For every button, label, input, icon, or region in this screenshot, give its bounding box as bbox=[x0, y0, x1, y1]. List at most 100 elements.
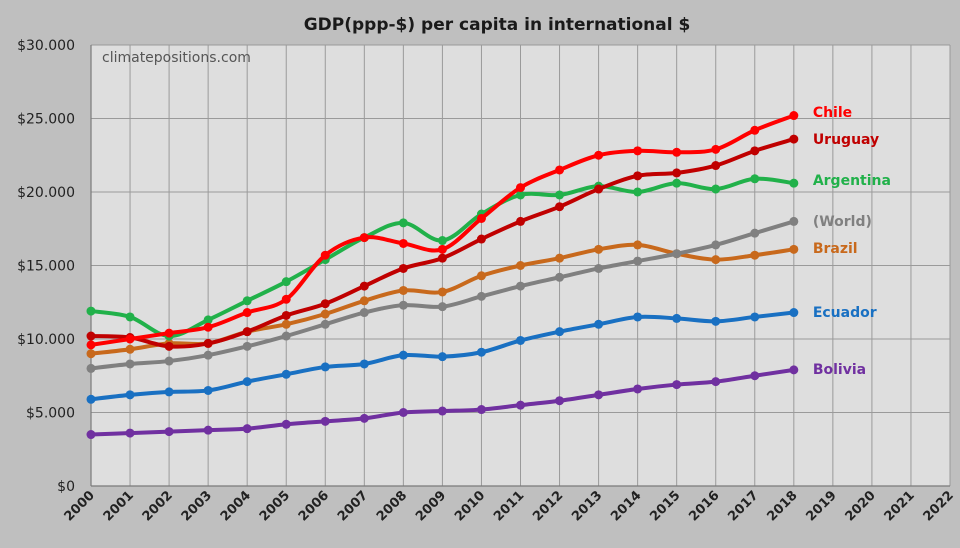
data-point-uruguay bbox=[359, 281, 369, 291]
series-label-brazil: Brazil bbox=[813, 241, 858, 257]
data-point-chile bbox=[359, 233, 369, 243]
series-argentina bbox=[86, 174, 799, 341]
data-point-bolivia bbox=[242, 424, 252, 434]
series-uruguay bbox=[86, 134, 799, 351]
data-point-chile bbox=[437, 244, 447, 254]
data-point-uruguay bbox=[789, 134, 799, 144]
data-point-uruguay bbox=[594, 184, 604, 194]
data-point-argentina bbox=[398, 218, 408, 228]
data-point-world bbox=[789, 216, 799, 226]
data-point-argentina bbox=[281, 277, 291, 287]
data-point-brazil bbox=[789, 244, 799, 254]
data-point-brazil bbox=[437, 287, 447, 297]
data-point-ecuador bbox=[86, 394, 96, 404]
axes bbox=[90, 45, 950, 487]
data-point-ecuador bbox=[555, 327, 565, 337]
data-point-ecuador bbox=[203, 385, 213, 395]
data-point-brazil bbox=[555, 253, 565, 263]
data-point-world bbox=[242, 341, 252, 351]
data-point-ecuador bbox=[320, 362, 330, 372]
data-point-bolivia bbox=[125, 428, 135, 438]
data-point-uruguay bbox=[320, 299, 330, 309]
data-point-chile bbox=[125, 334, 135, 344]
data-point-world bbox=[672, 249, 682, 259]
chart-title: GDP(ppp-$) per capita in international $ bbox=[304, 15, 691, 35]
data-point-world bbox=[86, 363, 96, 373]
data-point-chile bbox=[203, 322, 213, 332]
data-point-uruguay bbox=[437, 253, 447, 263]
data-point-world bbox=[398, 300, 408, 310]
data-point-ecuador bbox=[750, 312, 760, 322]
data-point-ecuador bbox=[516, 335, 525, 345]
y-tick-label: $20.000 bbox=[17, 185, 75, 201]
data-point-world bbox=[711, 240, 721, 250]
series-labels: Chile Uruguay Argentina (World) Brazil Ecuado… bbox=[813, 105, 891, 378]
data-point-ecuador bbox=[242, 377, 252, 387]
y-tick-label: $30.000 bbox=[17, 38, 75, 54]
series-label-bolivia: Bolivia bbox=[813, 362, 866, 378]
data-point-bolivia bbox=[711, 377, 721, 387]
data-point-world bbox=[164, 356, 174, 366]
data-point-world bbox=[633, 256, 643, 266]
data-point-world bbox=[555, 272, 565, 282]
data-point-bolivia bbox=[320, 416, 330, 426]
data-point-ecuador bbox=[672, 313, 682, 323]
data-point-ecuador bbox=[125, 390, 135, 400]
data-point-chile bbox=[750, 125, 760, 135]
data-point-bolivia bbox=[86, 430, 96, 440]
data-point-bolivia bbox=[594, 390, 604, 400]
data-point-chile bbox=[789, 111, 799, 121]
data-point-uruguay bbox=[672, 168, 682, 178]
watermark-text: climatepositions.com bbox=[102, 50, 251, 66]
data-point-ecuador bbox=[281, 369, 291, 379]
data-point-world bbox=[437, 302, 447, 312]
data-point-chile bbox=[86, 340, 96, 350]
data-point-uruguay bbox=[203, 338, 213, 348]
data-point-argentina bbox=[242, 296, 252, 306]
data-point-chile bbox=[164, 328, 174, 338]
data-point-brazil bbox=[516, 261, 525, 270]
data-point-ecuador bbox=[711, 316, 721, 326]
data-point-ecuador bbox=[398, 350, 408, 360]
data-point-bolivia bbox=[359, 413, 369, 423]
data-point-world bbox=[281, 331, 291, 341]
data-point-world bbox=[203, 350, 213, 360]
data-point-argentina bbox=[750, 174, 760, 184]
data-point-ecuador bbox=[789, 308, 799, 318]
data-point-argentina bbox=[86, 306, 96, 316]
y-tick-label: $15.000 bbox=[17, 259, 75, 275]
y-axis-ticks: $0 $5.000 $10.000 $15.000 $20.000 $25.000 $30.… bbox=[17, 38, 75, 495]
data-point-argentina bbox=[125, 312, 135, 322]
data-point-bolivia bbox=[203, 425, 213, 435]
data-point-bolivia bbox=[476, 405, 486, 415]
series-chile bbox=[86, 111, 799, 350]
data-point-brazil bbox=[281, 319, 291, 329]
data-point-uruguay bbox=[164, 341, 174, 351]
data-point-ecuador bbox=[476, 347, 486, 357]
data-point-chile bbox=[320, 250, 330, 260]
data-point-chile bbox=[476, 213, 486, 223]
data-point-argentina bbox=[437, 236, 447, 246]
data-point-ecuador bbox=[594, 319, 604, 329]
data-point-world bbox=[125, 359, 135, 369]
data-point-brazil bbox=[750, 250, 760, 260]
data-point-chile bbox=[633, 146, 643, 156]
data-point-world bbox=[320, 319, 330, 329]
data-point-brazil bbox=[711, 255, 721, 265]
data-point-ecuador bbox=[359, 359, 369, 369]
data-point-uruguay bbox=[711, 161, 721, 171]
data-point-uruguay bbox=[555, 202, 565, 212]
data-point-brazil bbox=[594, 244, 604, 254]
data-point-uruguay bbox=[281, 310, 291, 320]
data-point-argentina bbox=[672, 178, 682, 188]
data-point-world bbox=[750, 228, 760, 238]
data-point-chile bbox=[711, 144, 721, 154]
data-point-chile bbox=[516, 183, 525, 193]
data-point-uruguay bbox=[242, 327, 252, 337]
data-point-bolivia bbox=[164, 427, 174, 437]
series-world bbox=[86, 216, 799, 373]
series-label-world: (World) bbox=[813, 214, 872, 230]
data-point-ecuador bbox=[437, 352, 447, 362]
data-point-brazil bbox=[633, 240, 643, 250]
